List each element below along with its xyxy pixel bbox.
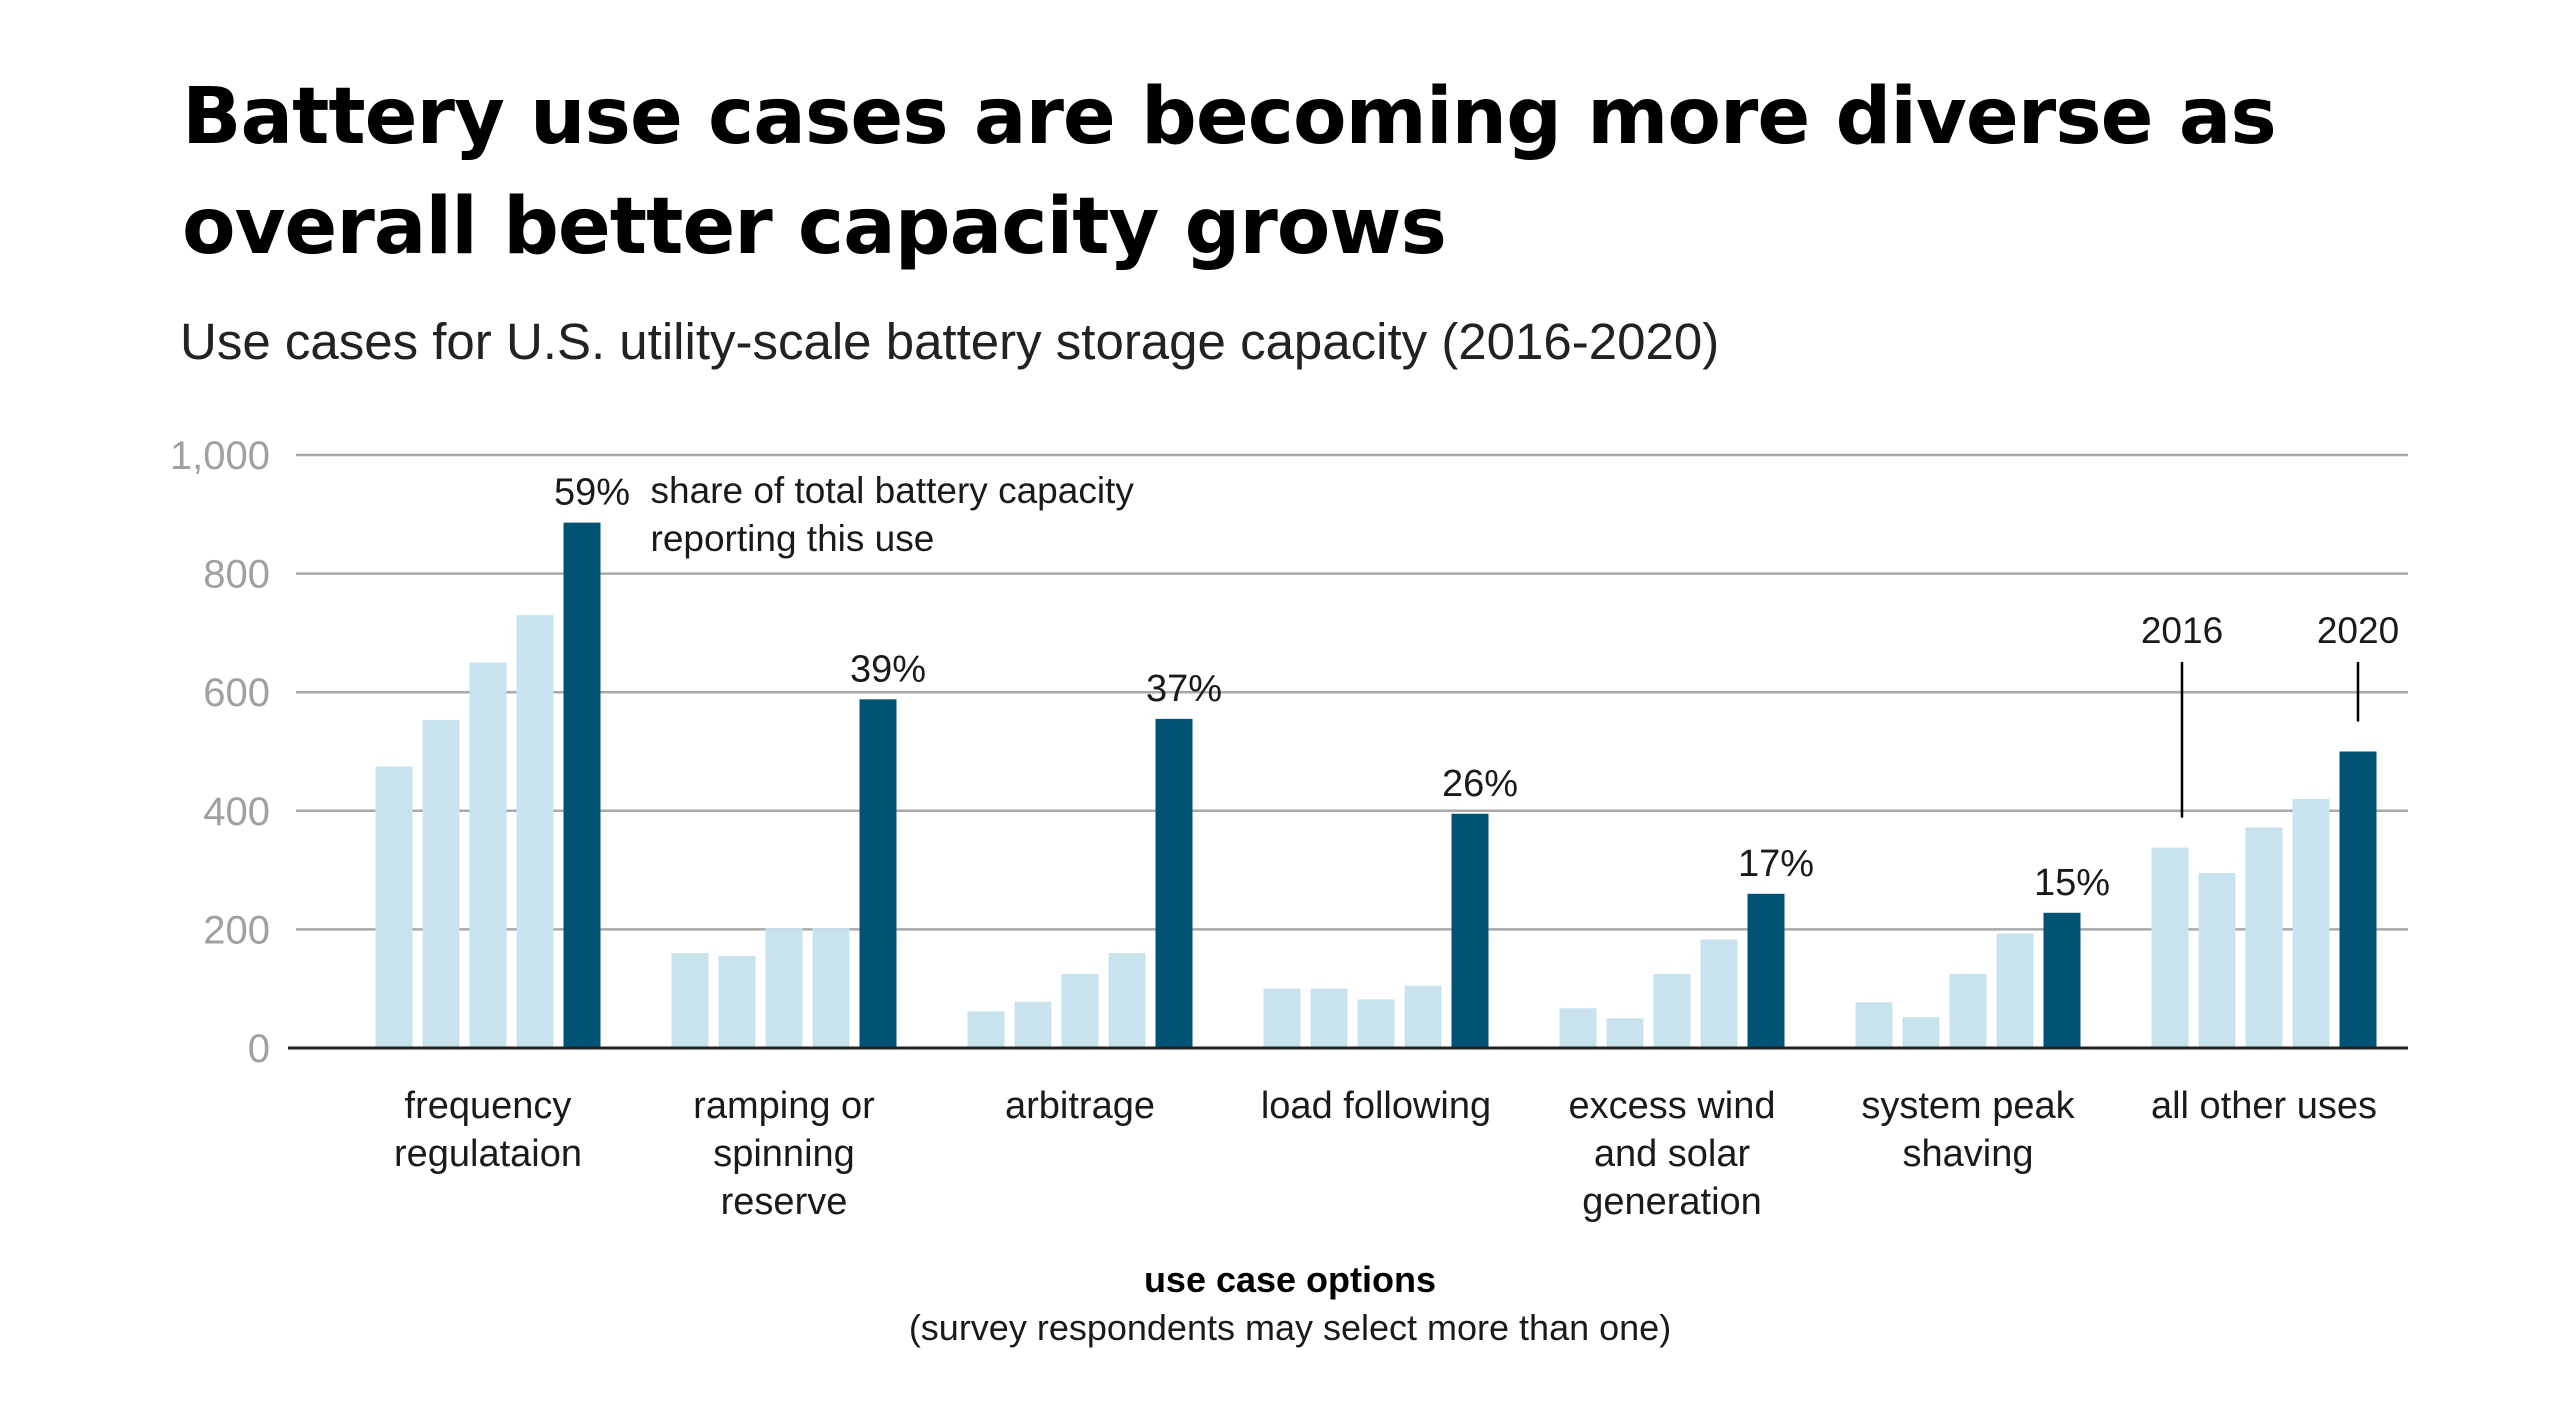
bar-2018	[2245, 827, 2283, 1048]
bar-2020	[2043, 912, 2081, 1048]
y-axis-tick-labels: 0 200 400 600 800 1,000	[170, 434, 270, 1071]
bar-2020	[1451, 813, 1489, 1048]
bar-2017	[718, 956, 756, 1048]
y-tick-label: 200	[203, 908, 270, 952]
bar-2019	[516, 615, 554, 1048]
y-tick-label: 600	[203, 671, 270, 715]
annotations: share of total battery capacity reporting…	[651, 470, 2399, 818]
share-label: 15%	[2034, 862, 2110, 904]
y-tick-label: 0	[248, 1027, 270, 1071]
bar-2017	[2198, 873, 2236, 1048]
category-label: spinning	[713, 1133, 855, 1175]
chart-subtitle: Use cases for U.S. utility-scale battery…	[180, 313, 1720, 370]
bar-2019	[1404, 985, 1442, 1048]
bar-2019	[2292, 798, 2330, 1048]
category-label: ramping or	[693, 1085, 875, 1127]
chart-title: Battery use cases are becoming more dive…	[182, 72, 2277, 272]
bar-2018	[765, 928, 803, 1048]
bar-2016	[375, 766, 413, 1048]
category-label: excess wind	[1569, 1085, 1776, 1127]
category-label: system peak	[1861, 1085, 2075, 1127]
bar-2020	[563, 522, 601, 1048]
bar-2020	[2339, 751, 2377, 1048]
bar-2019	[1700, 939, 1738, 1048]
category-label: frequency	[405, 1085, 572, 1127]
bar-2020	[859, 699, 897, 1048]
bar-2019	[1996, 933, 2034, 1048]
y-tick-label: 800	[203, 553, 270, 597]
last-year-label: 2020	[2317, 610, 2399, 651]
bar-2018	[1653, 973, 1691, 1048]
share-labels: 59% 39% 37% 26% 17% 15%	[554, 472, 2110, 904]
bar-2016	[1559, 1008, 1597, 1048]
category-label: regulataion	[394, 1133, 582, 1175]
bar-2017	[1902, 1017, 1940, 1048]
bar-2018	[1061, 973, 1099, 1048]
bar-2018	[1357, 999, 1395, 1048]
bars	[375, 522, 2377, 1048]
bar-2018	[469, 662, 507, 1048]
bar-2016	[1263, 988, 1301, 1048]
category-label: generation	[1582, 1181, 1762, 1223]
x-axis-title: use case options (survey respondents may …	[909, 1259, 1671, 1348]
bar-2020	[1155, 718, 1193, 1048]
bar-2016	[671, 953, 709, 1048]
category-label: load following	[1261, 1085, 1491, 1127]
share-label: 17%	[1738, 843, 1814, 885]
share-label: 37%	[1146, 668, 1222, 710]
x-axis-subtitle: (survey respondents may select more than…	[909, 1307, 1671, 1348]
bar-2017	[422, 720, 460, 1048]
y-tick-label: 1,000	[170, 434, 270, 478]
bar-2019	[812, 928, 850, 1048]
share-label: 26%	[1442, 763, 1518, 805]
first-year-label: 2016	[2141, 610, 2223, 651]
bar-2018	[1949, 973, 1987, 1048]
bar-2017	[1014, 1001, 1052, 1048]
category-label: shaving	[1903, 1133, 2034, 1175]
category-label: reserve	[721, 1181, 848, 1223]
bar-2017	[1310, 988, 1348, 1048]
share-note: share of total battery capacity	[651, 470, 1135, 511]
bar-2016	[2151, 847, 2189, 1048]
share-note: reporting this use	[651, 518, 935, 559]
gridlines	[296, 453, 2408, 931]
category-label: all other uses	[2151, 1085, 2377, 1127]
x-axis-title: use case options	[1144, 1259, 1436, 1300]
y-tick-label: 400	[203, 790, 270, 834]
bar-2019	[1108, 953, 1146, 1048]
bar-2020	[1747, 893, 1785, 1048]
category-label: arbitrage	[1005, 1085, 1155, 1127]
bar-2016	[967, 1011, 1005, 1048]
bar-2017	[1606, 1018, 1644, 1048]
category-labels: frequency regulataion ramping or spinning re…	[394, 1085, 2377, 1223]
bar-2016	[1855, 1002, 1893, 1048]
category-label: and solar	[1594, 1133, 1751, 1175]
share-label: 39%	[850, 648, 926, 690]
share-label: 59%	[554, 472, 630, 514]
